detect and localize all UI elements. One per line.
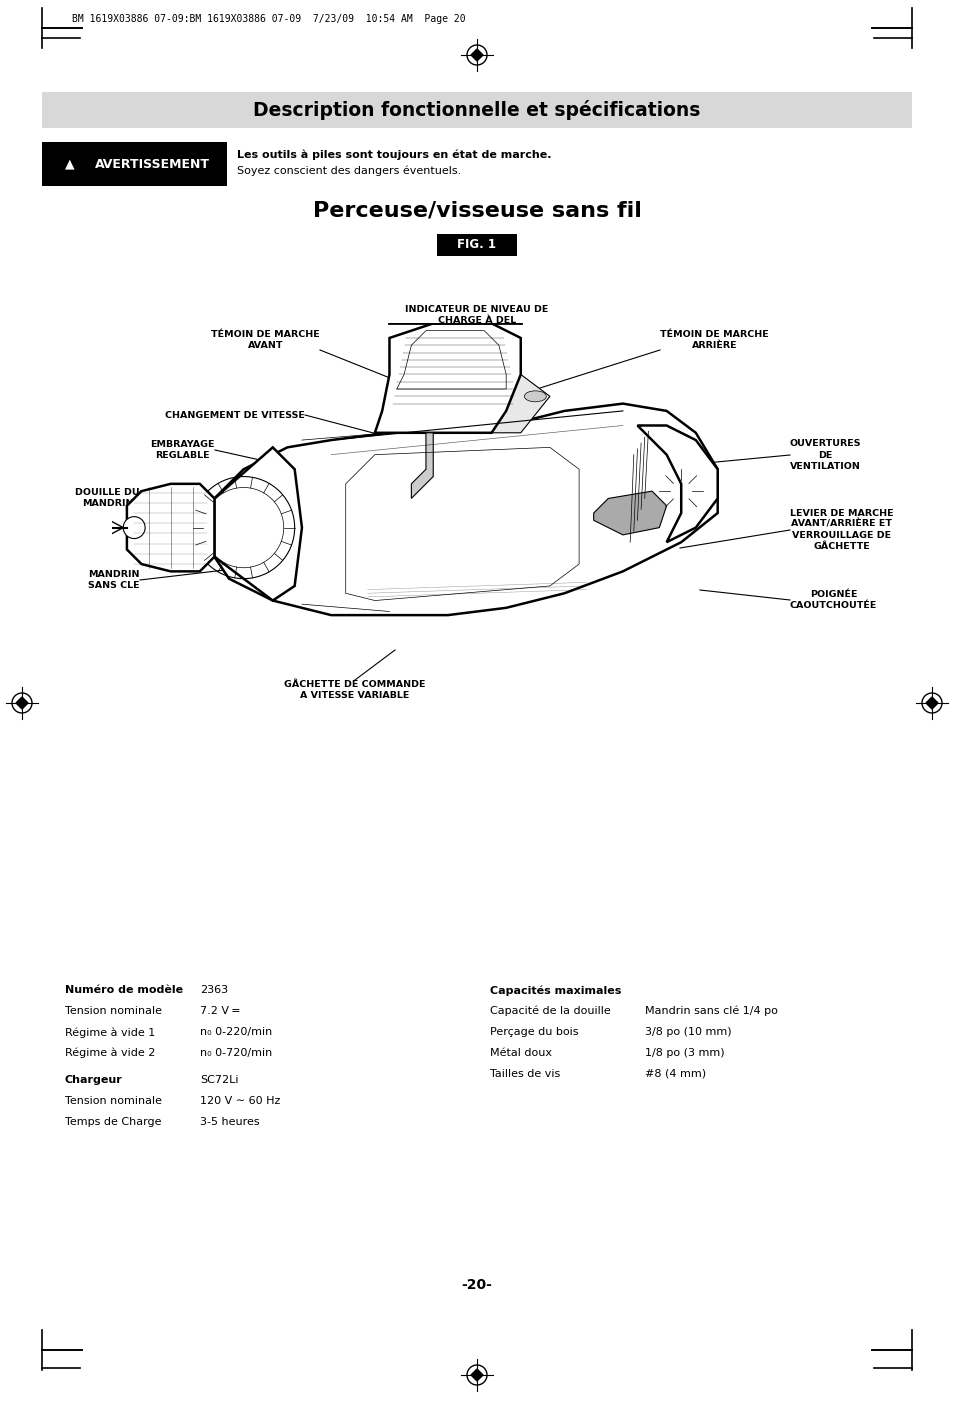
Text: Métal doux: Métal doux bbox=[490, 1047, 552, 1057]
Polygon shape bbox=[593, 491, 666, 534]
Text: Régime à vide 1: Régime à vide 1 bbox=[65, 1026, 155, 1038]
Bar bbox=[42, 91, 911, 128]
Text: Description fonctionnelle et spécifications: Description fonctionnelle et spécificati… bbox=[253, 100, 700, 120]
Text: POIGNÉE
CAOUTCHOUTÉE: POIGNÉE CAOUTCHOUTÉE bbox=[789, 591, 877, 610]
Text: Perceuse/visseuse sans fil: Perceuse/visseuse sans fil bbox=[313, 200, 640, 219]
Text: 3-5 heures: 3-5 heures bbox=[200, 1116, 259, 1128]
Circle shape bbox=[123, 516, 145, 538]
Text: Régime à vide 2: Régime à vide 2 bbox=[65, 1047, 155, 1059]
Text: MANDRIN
SANS CLE: MANDRIN SANS CLE bbox=[89, 569, 140, 591]
Text: n₀ 0-220/min: n₀ 0-220/min bbox=[200, 1026, 272, 1038]
Text: FIG. 1: FIG. 1 bbox=[457, 239, 496, 252]
Text: AVERTISSEMENT: AVERTISSEMENT bbox=[95, 157, 210, 170]
Text: Capacité de la douille: Capacité de la douille bbox=[490, 1007, 610, 1017]
Text: 2363: 2363 bbox=[200, 986, 228, 995]
Polygon shape bbox=[471, 1369, 482, 1381]
Text: 3/8 po (10 mm): 3/8 po (10 mm) bbox=[644, 1026, 731, 1038]
Bar bbox=[42, 142, 227, 186]
Polygon shape bbox=[925, 697, 937, 709]
Text: DOUILLE DU
MANDRIN: DOUILLE DU MANDRIN bbox=[75, 488, 140, 508]
Polygon shape bbox=[127, 484, 214, 571]
Text: Tailles de vis: Tailles de vis bbox=[490, 1069, 559, 1078]
Text: n₀ 0-720/min: n₀ 0-720/min bbox=[200, 1047, 272, 1057]
Text: CHANGEMENT DE VITESSE: CHANGEMENT DE VITESSE bbox=[165, 411, 305, 419]
Polygon shape bbox=[375, 323, 520, 433]
Text: Mandrin sans clé 1/4 po: Mandrin sans clé 1/4 po bbox=[644, 1007, 777, 1017]
Text: Les outils à piles sont toujours en état de marche.: Les outils à piles sont toujours en état… bbox=[236, 150, 551, 160]
Text: Perçage du bois: Perçage du bois bbox=[490, 1026, 578, 1038]
Text: GÂCHETTE DE COMMANDE
A VITESSE VARIABLE: GÂCHETTE DE COMMANDE A VITESSE VARIABLE bbox=[284, 681, 425, 700]
Text: 1/8 po (3 mm): 1/8 po (3 mm) bbox=[644, 1047, 724, 1057]
Text: Soyez conscient des dangers éventuels.: Soyez conscient des dangers éventuels. bbox=[236, 165, 460, 176]
Text: OUVERTURES
DE
VENTILATION: OUVERTURES DE VENTILATION bbox=[789, 440, 861, 471]
Bar bbox=[436, 233, 517, 256]
Text: 7.2 V ═: 7.2 V ═ bbox=[200, 1007, 239, 1017]
Text: INDICATEUR DE NIVEAU DE
CHARGE À DEL: INDICATEUR DE NIVEAU DE CHARGE À DEL bbox=[405, 305, 548, 325]
Text: Tension nominale: Tension nominale bbox=[65, 1097, 162, 1107]
Polygon shape bbox=[16, 697, 28, 709]
Ellipse shape bbox=[487, 395, 509, 405]
Text: Capacités maximales: Capacités maximales bbox=[490, 986, 620, 995]
Text: LEVIER DE MARCHE
AVANT/ARRIÈRE ET
VERROUILLAGE DE
GÂCHETTE: LEVIER DE MARCHE AVANT/ARRIÈRE ET VERROU… bbox=[789, 509, 893, 551]
Text: Tension nominale: Tension nominale bbox=[65, 1007, 162, 1017]
Text: TÉMOIN DE MARCHE
ARRIÈRE: TÉMOIN DE MARCHE ARRIÈRE bbox=[659, 330, 768, 350]
Text: Numéro de modèle: Numéro de modèle bbox=[65, 986, 183, 995]
Polygon shape bbox=[207, 404, 717, 614]
Text: -20-: -20- bbox=[461, 1278, 492, 1292]
Text: Chargeur: Chargeur bbox=[65, 1076, 123, 1085]
Polygon shape bbox=[471, 49, 482, 60]
Text: ▲: ▲ bbox=[65, 157, 74, 170]
Text: #8 (4 mm): #8 (4 mm) bbox=[644, 1069, 705, 1078]
Ellipse shape bbox=[524, 391, 546, 402]
Polygon shape bbox=[404, 374, 549, 433]
Text: SC72Li: SC72Li bbox=[200, 1076, 238, 1085]
Text: 120 V ∼ 60 Hz: 120 V ∼ 60 Hz bbox=[200, 1097, 280, 1107]
Text: BM 1619X03886 07-09:BM 1619X03886 07-09  7/23/09  10:54 AM  Page 20: BM 1619X03886 07-09:BM 1619X03886 07-09 … bbox=[71, 14, 465, 24]
Text: Temps de Charge: Temps de Charge bbox=[65, 1116, 161, 1128]
Text: EMBRAYAGE
REGLABLE: EMBRAYAGE REGLABLE bbox=[151, 440, 214, 460]
Text: TÉMOIN DE MARCHE
AVANT: TÉMOIN DE MARCHE AVANT bbox=[211, 330, 319, 350]
Polygon shape bbox=[214, 447, 302, 600]
Polygon shape bbox=[637, 426, 717, 543]
Polygon shape bbox=[411, 433, 433, 498]
